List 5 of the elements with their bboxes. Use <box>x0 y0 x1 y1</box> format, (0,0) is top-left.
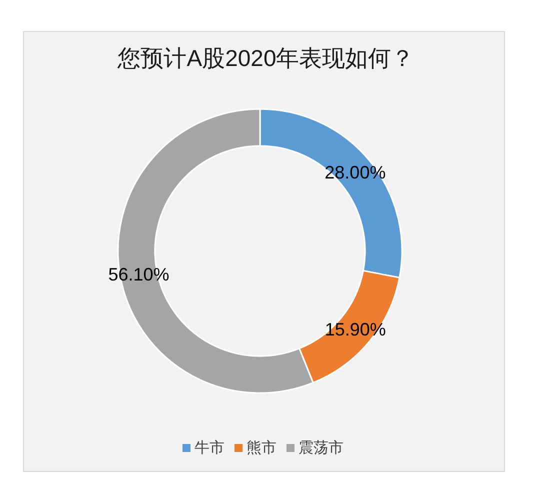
legend-label: 震荡市 <box>298 440 344 456</box>
data-label: 56.10% <box>108 264 170 285</box>
legend-label: 熊市 <box>246 440 276 456</box>
legend-label: 牛市 <box>194 440 224 456</box>
title: 您预计A股2020年表现如何？ <box>118 45 414 71</box>
